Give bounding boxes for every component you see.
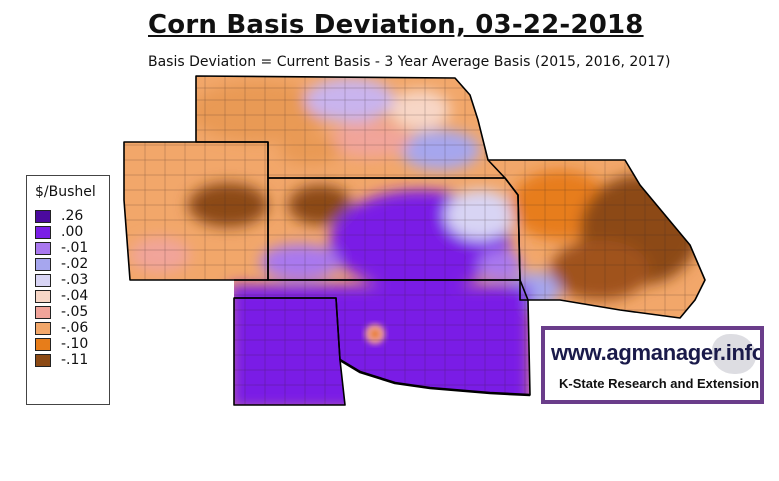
legend-item: -.03	[35, 272, 103, 288]
legend-item: -.04	[35, 288, 103, 304]
map-subtitle: Basis Deviation = Current Basis - 3 Year…	[148, 54, 671, 70]
legend-label: .00	[61, 224, 84, 240]
legend-item: -.01	[35, 240, 103, 256]
legend-label: -.04	[61, 288, 89, 304]
legend-swatch	[35, 305, 51, 319]
legend-label: -.05	[61, 304, 89, 320]
legend-label: -.02	[61, 256, 89, 272]
legend-label: .26	[61, 208, 84, 224]
red-river-border	[339, 358, 531, 397]
map-title: Corn Basis Deviation, 03-22-2018	[148, 10, 644, 40]
logo-panel: www.agmanager.info K-State Research and …	[545, 330, 760, 400]
legend-swatch	[35, 321, 51, 335]
legend-label: -.06	[61, 320, 89, 336]
state-borders	[123, 75, 706, 406]
legend-item: -.06	[35, 320, 103, 336]
legend-label: -.11	[61, 352, 89, 368]
legend-swatch	[35, 353, 51, 367]
legend-label: -.03	[61, 272, 89, 288]
missouri-border	[488, 159, 706, 319]
kansas-silhouette-icon	[712, 334, 756, 374]
legend-swatch	[35, 289, 51, 303]
legend-swatch	[35, 209, 51, 223]
legend-swatch	[35, 257, 51, 271]
logo-url-text: www.agmanager.info	[551, 340, 760, 365]
legend-swatch	[35, 241, 51, 255]
texas-panhandle-border	[233, 297, 346, 406]
legend-item: .26	[35, 208, 103, 224]
legend-item: -.02	[35, 256, 103, 272]
legend-swatch	[35, 273, 51, 287]
legend-item: -.11	[35, 352, 103, 368]
legend-swatch	[35, 225, 51, 239]
legend: $/Bushel .26 .00 -.01 -.02 -.03 -.04 -.0…	[26, 175, 110, 405]
legend-swatch	[35, 337, 51, 351]
legend-title: $/Bushel	[35, 184, 96, 200]
agmanager-logo-box[interactable]: www.agmanager.info K-State Research and …	[541, 326, 764, 404]
legend-label: -.10	[61, 336, 89, 352]
legend-item: -.10	[35, 336, 103, 352]
legend-label: -.01	[61, 240, 89, 256]
colorado-border	[123, 141, 269, 281]
legend-item: .00	[35, 224, 103, 240]
legend-item: -.05	[35, 304, 103, 320]
logo-org-text: K-State Research and Extension	[559, 376, 760, 391]
